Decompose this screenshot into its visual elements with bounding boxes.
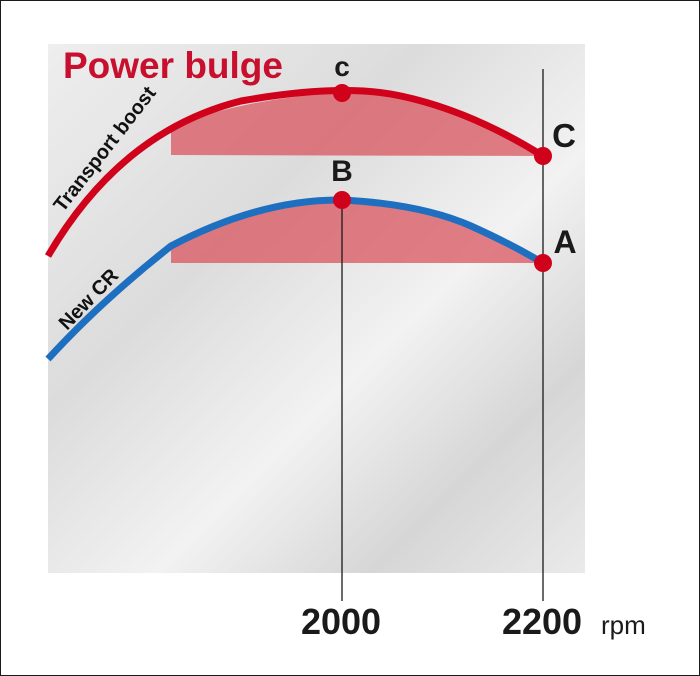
point-marker-b-2000-new-cr [333, 191, 351, 209]
curve-transport-boost [44, 87, 545, 258]
curve-new-cr [45, 196, 545, 362]
point-label-c-upper: C [552, 117, 576, 154]
point-marker-a-2200-new-cr [534, 254, 552, 272]
chart-title: Power bulge [63, 45, 283, 86]
shade-region-transport-boost [171, 93, 543, 156]
x-tick-2000: 2000 [301, 601, 381, 642]
point-marker-c-2200-transport-boost [534, 147, 552, 165]
point-label-c-lower: c [334, 51, 350, 82]
point-marker-c-2000-transport-boost [333, 84, 351, 102]
shade-region-new-cr [171, 200, 543, 263]
x-tick-2200: 2200 [502, 601, 582, 642]
point-label-b: B [331, 155, 353, 188]
x-unit-label: rpm [601, 610, 646, 640]
point-label-a: A [553, 224, 576, 260]
